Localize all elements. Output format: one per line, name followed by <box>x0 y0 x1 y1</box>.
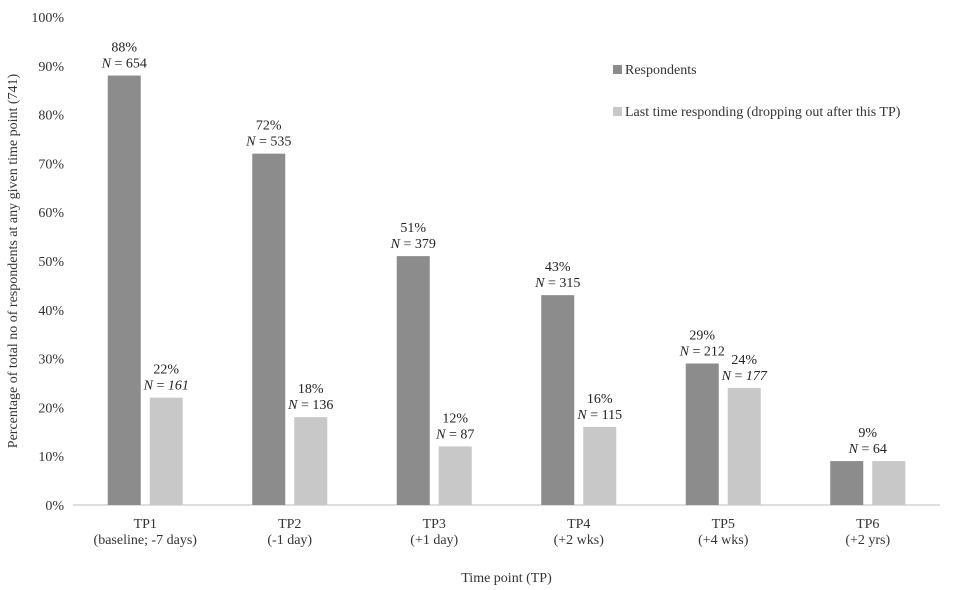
category-labels: TP1(baseline; -7 days) TP2(-1 day) TP3(+1 … <box>94 517 891 548</box>
y-tick-label: 30% <box>38 353 64 368</box>
data-label-percent: 16% <box>587 392 613 407</box>
data-label-n: N = 379 <box>390 237 436 252</box>
data-label-n: N = 136 <box>287 398 333 413</box>
data-label-n: N = 177 <box>721 369 768 384</box>
legend-label-respondents: Respondents <box>625 63 697 78</box>
bar-last-time-responding <box>583 426 617 505</box>
y-axis-title: Percentage of total no of respondents at… <box>6 73 21 448</box>
bar-respondents <box>252 153 286 505</box>
data-label-percent: 88% <box>111 41 137 56</box>
y-tick-label: 70% <box>38 157 64 172</box>
x-category-label: TP2 <box>278 517 301 532</box>
data-label-n: N = 535 <box>245 135 291 150</box>
data-label-percent: 29% <box>689 328 715 343</box>
x-axis-title: Time point (TP) <box>461 571 552 586</box>
bar-respondents <box>107 75 141 505</box>
data-label-n: N = 64 <box>848 442 887 457</box>
data-label-n: N = 654 <box>101 57 147 72</box>
data-label-n: N = 315 <box>534 276 580 291</box>
y-tick-label: 20% <box>38 401 64 416</box>
y-axis-title-group: Percentage of total no of respondents at… <box>6 73 21 448</box>
data-label-percent: 12% <box>442 411 468 426</box>
data-label-percent: 9% <box>858 426 877 441</box>
x-category-label: TP6 <box>856 517 879 532</box>
data-label-percent: 22% <box>153 363 179 378</box>
bar-last-time-responding <box>727 387 761 505</box>
data-label-n: N = 161 <box>143 379 189 394</box>
x-category-label: TP4 <box>567 517 590 532</box>
legend-swatch-last-time-responding <box>613 107 622 116</box>
bar-respondents <box>830 461 864 505</box>
bar-respondents <box>396 256 430 505</box>
x-category-label: (baseline; -7 days) <box>94 533 198 548</box>
x-category-label: (+4 wks) <box>698 533 749 548</box>
y-tick-label: 100% <box>31 11 64 26</box>
bar-last-time-responding <box>872 461 906 505</box>
x-category-label: (+1 day) <box>410 533 458 548</box>
data-label-n: N = 115 <box>576 408 622 423</box>
bar-last-time-responding <box>149 397 183 505</box>
data-label-n: N = 87 <box>435 427 474 442</box>
x-category-label: TP5 <box>712 517 735 532</box>
legend: Respondents Last time responding (droppi… <box>613 63 901 120</box>
x-category-label: (-1 day) <box>267 533 312 548</box>
y-tick-label: 10% <box>38 450 64 465</box>
bar-respondents <box>685 363 719 505</box>
bar-last-time-responding <box>294 417 328 505</box>
legend-label-last-time-responding: Last time responding (dropping out after… <box>625 105 901 120</box>
data-label-n: N = 212 <box>679 344 725 359</box>
x-category-label: TP3 <box>423 517 446 532</box>
x-category-label: (+2 yrs) <box>845 533 890 548</box>
y-tick-label: 60% <box>38 206 64 221</box>
data-label-percent: 51% <box>400 221 426 236</box>
y-tick-label: 0% <box>45 499 64 514</box>
data-label-percent: 43% <box>545 260 571 275</box>
y-tick-label: 80% <box>38 109 64 124</box>
bar-respondents <box>541 295 575 505</box>
y-axis-ticks: 0% 10% 20% 30% 40% 50% 60% 70% 80% 90% 100% <box>31 11 64 514</box>
bar-last-time-responding <box>438 446 472 505</box>
x-category-label: (+2 wks) <box>554 533 605 548</box>
data-label-percent: 72% <box>256 119 282 134</box>
y-tick-label: 50% <box>38 255 64 270</box>
x-category-label: TP1 <box>134 517 157 532</box>
data-label-percent: 18% <box>298 382 324 397</box>
y-tick-label: 40% <box>38 304 64 319</box>
bars-group: 88%N = 654 22%N = 161 72%N = 535 18%N = 136… <box>101 41 906 505</box>
data-label-percent: 24% <box>731 353 757 368</box>
legend-swatch-respondents <box>613 65 622 74</box>
y-tick-label: 90% <box>38 60 64 75</box>
